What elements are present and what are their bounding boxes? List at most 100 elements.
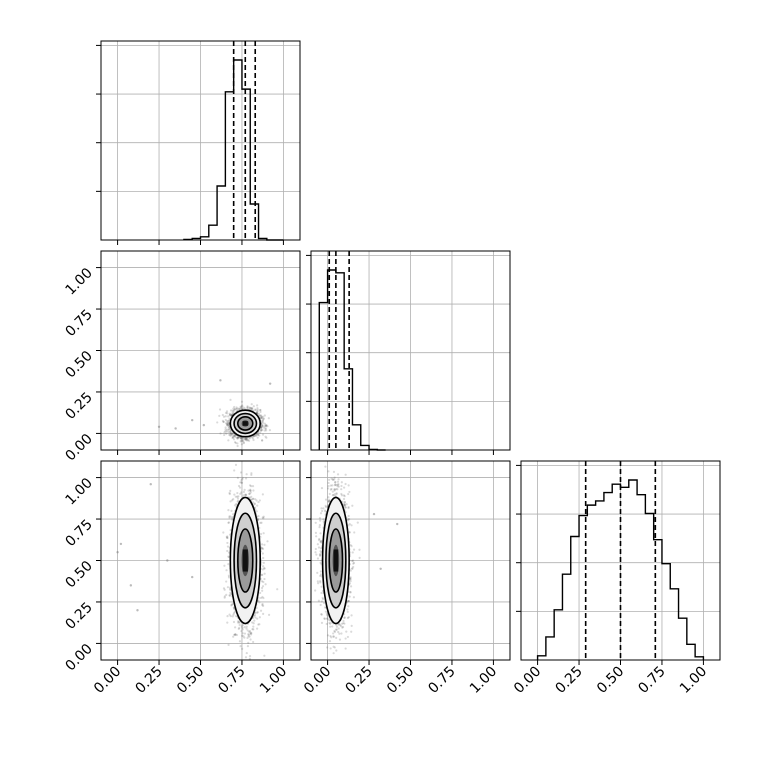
sample-point: [258, 601, 261, 604]
sample-point: [320, 509, 324, 513]
sample-point: [235, 407, 238, 411]
sample-point: [116, 551, 119, 554]
sample-point: [241, 626, 244, 629]
sample-point: [248, 657, 251, 660]
sample-point: [249, 631, 252, 634]
sample-point: [241, 439, 244, 443]
sample-point: [234, 614, 238, 618]
sample-point: [244, 477, 248, 480]
sample-point: [261, 439, 264, 442]
sample-point: [226, 412, 229, 415]
sample-point: [239, 492, 242, 495]
sample-point: [256, 611, 259, 614]
sample-point: [247, 439, 251, 442]
sample-point: [239, 481, 242, 484]
sample-point: [226, 423, 229, 426]
sample-point: [261, 493, 264, 496]
sample-point: [331, 493, 334, 497]
sample-point: [227, 563, 230, 566]
sample-point: [251, 628, 254, 631]
sample-point: [245, 437, 249, 440]
sample-point: [241, 647, 244, 650]
sample-point: [245, 625, 248, 628]
sample-point: [352, 561, 356, 564]
sample-point: [244, 438, 247, 441]
sample-point: [241, 455, 243, 457]
sample-point: [174, 427, 177, 430]
sample-point: [256, 433, 260, 436]
density-core: [242, 421, 248, 426]
sample-point: [252, 625, 255, 628]
sample-point: [236, 407, 239, 410]
sample-point: [227, 419, 231, 422]
sample-point: [252, 501, 255, 504]
sample-point: [244, 436, 247, 440]
sample-point: [250, 408, 253, 411]
y-tick-label: 1.00: [62, 475, 95, 508]
sample-point: [241, 632, 244, 635]
density-core: [242, 549, 248, 572]
sample-point: [263, 654, 266, 657]
sample-point: [240, 405, 243, 409]
sample-point: [224, 428, 227, 431]
sample-point: [260, 426, 263, 429]
sample-point: [238, 626, 241, 629]
sample-point: [231, 411, 234, 415]
sample-point: [226, 423, 229, 427]
sample-point: [241, 476, 244, 479]
sample-point: [339, 624, 343, 628]
sample-point: [236, 437, 239, 440]
grid-h: [101, 477, 300, 644]
sample-point: [335, 625, 339, 628]
sample-point: [249, 638, 252, 641]
sample-point: [244, 656, 248, 659]
sample-point: [261, 423, 264, 426]
sample-point: [320, 621, 324, 625]
y-tick-label: 1.00: [62, 265, 95, 298]
sample-point: [236, 497, 240, 500]
sample-point: [248, 492, 251, 496]
sample-point: [224, 426, 227, 429]
sample-point: [233, 407, 236, 411]
sample-point: [233, 405, 236, 409]
sample-point: [261, 552, 265, 555]
sample-point: [253, 619, 256, 622]
sample-point: [233, 469, 236, 472]
sample-point: [229, 615, 232, 618]
sample-point: [262, 604, 265, 607]
sample-point: [225, 593, 228, 596]
sample-point: [227, 521, 230, 524]
sample-point: [136, 609, 139, 612]
sample-point: [240, 481, 244, 485]
sample-point: [237, 436, 240, 439]
sample-point: [261, 419, 265, 423]
sample-point: [223, 564, 226, 567]
sample-point: [252, 438, 255, 442]
sample-point: [227, 521, 231, 524]
sample-point: [240, 491, 243, 494]
sample-point: [228, 414, 231, 417]
sample-point: [246, 645, 250, 648]
sample-point: [240, 629, 243, 633]
sample-point: [335, 487, 338, 491]
sample-point: [260, 439, 264, 442]
sample-point: [227, 425, 230, 428]
x-tick-label: 0.75: [635, 664, 668, 697]
sample-point: [240, 400, 244, 403]
sample-point: [226, 421, 230, 424]
sample-point: [224, 422, 228, 425]
sample-point: [238, 623, 241, 627]
sample-point: [225, 569, 228, 572]
sample-point: [261, 421, 265, 424]
sample-point: [229, 433, 232, 436]
sample-point: [345, 503, 348, 506]
sample-point: [237, 484, 241, 488]
sample-point: [232, 407, 235, 410]
sample-point: [227, 421, 230, 424]
sample-point: [261, 602, 264, 606]
sample-point: [246, 636, 249, 640]
sample-point: [232, 635, 235, 638]
sample-point: [216, 421, 219, 424]
sample-point: [250, 403, 253, 406]
sample-point: [232, 410, 235, 413]
